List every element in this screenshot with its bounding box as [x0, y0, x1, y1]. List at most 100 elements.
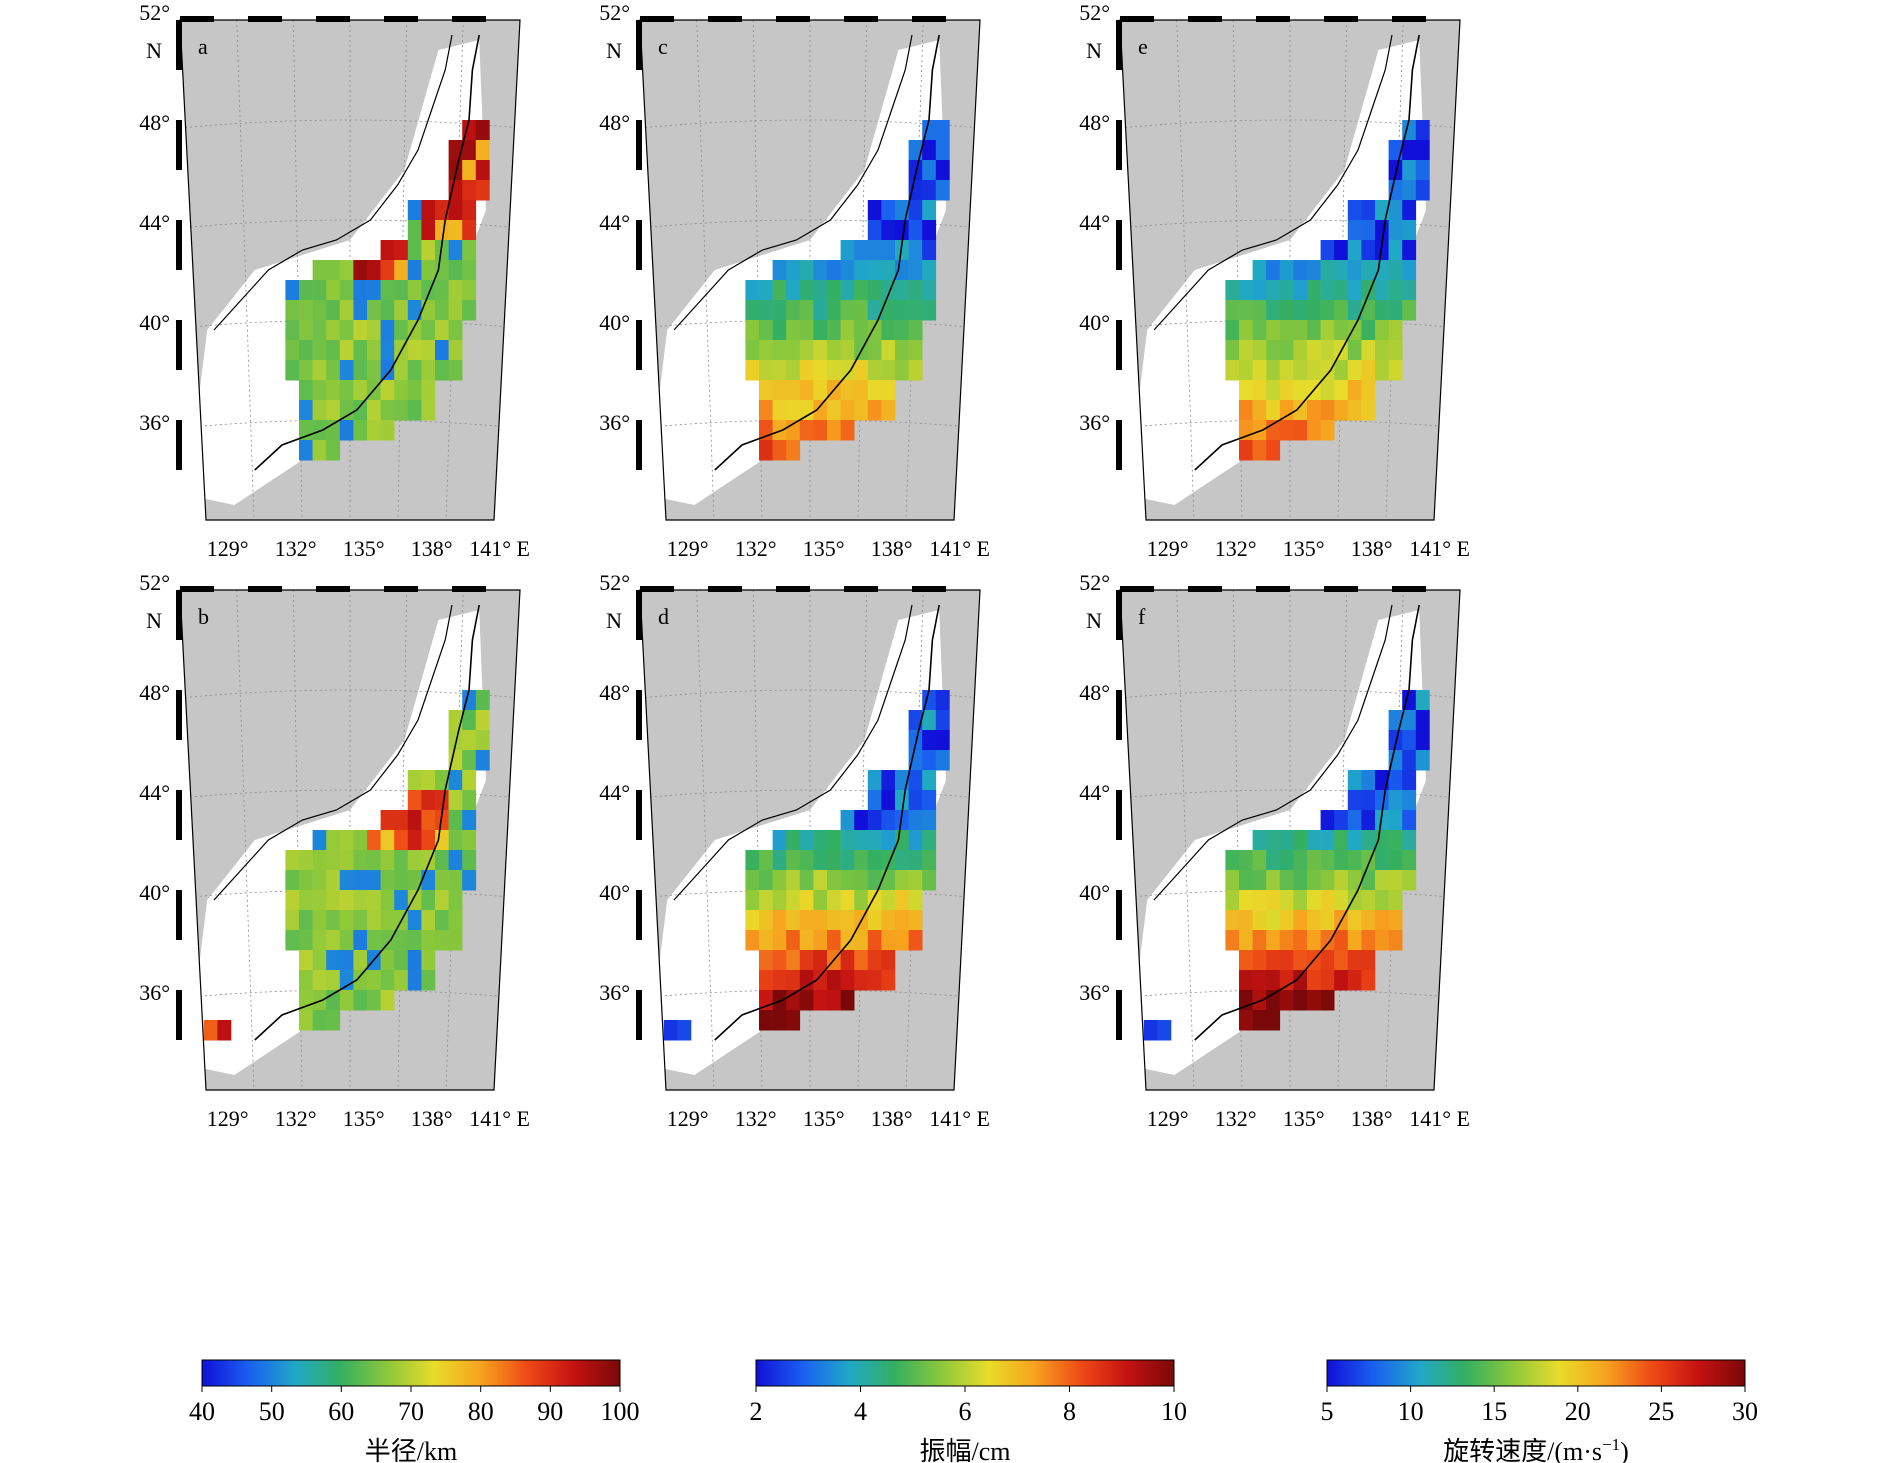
data-cell [759, 400, 773, 421]
data-cell [380, 830, 395, 851]
data-cell [1252, 300, 1267, 321]
data-cell [827, 340, 841, 361]
data-cell [475, 140, 490, 161]
data-cell [448, 320, 463, 341]
data-cell [407, 950, 422, 971]
data-cell [1293, 910, 1308, 931]
data-cell [772, 930, 787, 951]
data-cell [312, 970, 327, 991]
data-cell [435, 830, 449, 851]
data-cell [759, 910, 773, 931]
data-cell [1279, 260, 1294, 281]
data-cell [367, 850, 381, 871]
data-cell [1239, 870, 1253, 891]
data-cell [772, 990, 787, 1011]
lat-label: 44° [599, 210, 630, 235]
data-cell [840, 830, 855, 851]
lon-label: 132° [1215, 536, 1257, 561]
data-cell [772, 340, 787, 361]
frame-ticks [636, 16, 946, 470]
data-cell [1388, 750, 1403, 771]
data-cell [1388, 710, 1403, 731]
data-cell [1279, 970, 1294, 991]
data-cell [827, 320, 841, 341]
data-cell [827, 930, 841, 951]
frame-tick [176, 590, 182, 640]
colorbar-label-main: 旋转速度/(m·s [1443, 1437, 1602, 1463]
data-cell [1388, 910, 1403, 931]
data-cell [312, 320, 327, 341]
frame-tick [1116, 590, 1122, 640]
frame-tick [176, 420, 182, 470]
data-cell [1388, 830, 1403, 851]
meridian-line [236, 20, 255, 520]
data-cell [339, 340, 354, 361]
data-cell [1415, 750, 1430, 771]
data-cell [448, 260, 463, 281]
lat-label: 48° [1079, 680, 1110, 705]
data-cell [448, 930, 463, 951]
data-cell [840, 360, 855, 381]
data-cell [421, 260, 436, 281]
map-area-f [1120, 590, 1460, 1090]
data-cell [908, 830, 923, 851]
data-cell [895, 200, 909, 221]
data-cell [394, 320, 409, 341]
data-cell [367, 340, 381, 361]
lon-label: 135° [343, 1106, 385, 1131]
meridian-line [696, 590, 715, 1090]
data-cell [299, 340, 313, 361]
data-cell [922, 280, 937, 301]
data-cell [421, 360, 436, 381]
lon-label: 132° [735, 536, 777, 561]
data-cell [1334, 930, 1349, 951]
colorbar-tick-label: 70 [398, 1397, 424, 1426]
data-cell [353, 340, 368, 361]
data-cell [1307, 400, 1321, 421]
data-cell [203, 1020, 218, 1041]
data-cell [1239, 400, 1253, 421]
data-cell [799, 950, 814, 971]
frame-tick [452, 586, 486, 592]
colorbar-tick-label: 60 [328, 1397, 354, 1426]
data-cell [339, 850, 354, 871]
frame-tick [1256, 16, 1290, 22]
data-cell [1375, 850, 1389, 871]
data-cell [1279, 380, 1294, 401]
data-cell [1239, 1010, 1253, 1031]
data-cell [1361, 320, 1376, 341]
data-cell [799, 970, 814, 991]
lat-label: 44° [139, 210, 170, 235]
data-cell [840, 300, 855, 321]
data-cell [908, 790, 923, 811]
data-cell [299, 950, 313, 971]
data-cell [786, 280, 801, 301]
data-cell [299, 300, 313, 321]
data-cell [827, 400, 841, 421]
data-cell [854, 970, 869, 991]
data-cell [1388, 320, 1403, 341]
lon-label: 132° [275, 1106, 317, 1131]
data-cell [1334, 360, 1349, 381]
data-cell [353, 260, 368, 281]
lat-hemisphere: N [146, 608, 162, 633]
frame-tick [776, 586, 810, 592]
data-cell [854, 260, 869, 281]
colorbar-tick-label: 8 [1063, 1397, 1076, 1426]
data-cell [840, 240, 855, 261]
frame-tick [844, 586, 878, 592]
data-cell [922, 870, 937, 891]
lon-label: 132° [275, 536, 317, 561]
data-cell [908, 260, 923, 281]
lat-label: 52° [139, 0, 170, 25]
map-area-e [1120, 20, 1460, 520]
data-cell [1347, 320, 1362, 341]
data-cell [353, 930, 368, 951]
colorbar-tick-label: 4 [854, 1397, 867, 1426]
data-cell [367, 930, 381, 951]
data-cell [475, 690, 490, 711]
lat-label: 44° [1079, 210, 1110, 235]
data-cell [786, 360, 801, 381]
data-cell [380, 850, 395, 871]
data-cell [1361, 790, 1376, 811]
